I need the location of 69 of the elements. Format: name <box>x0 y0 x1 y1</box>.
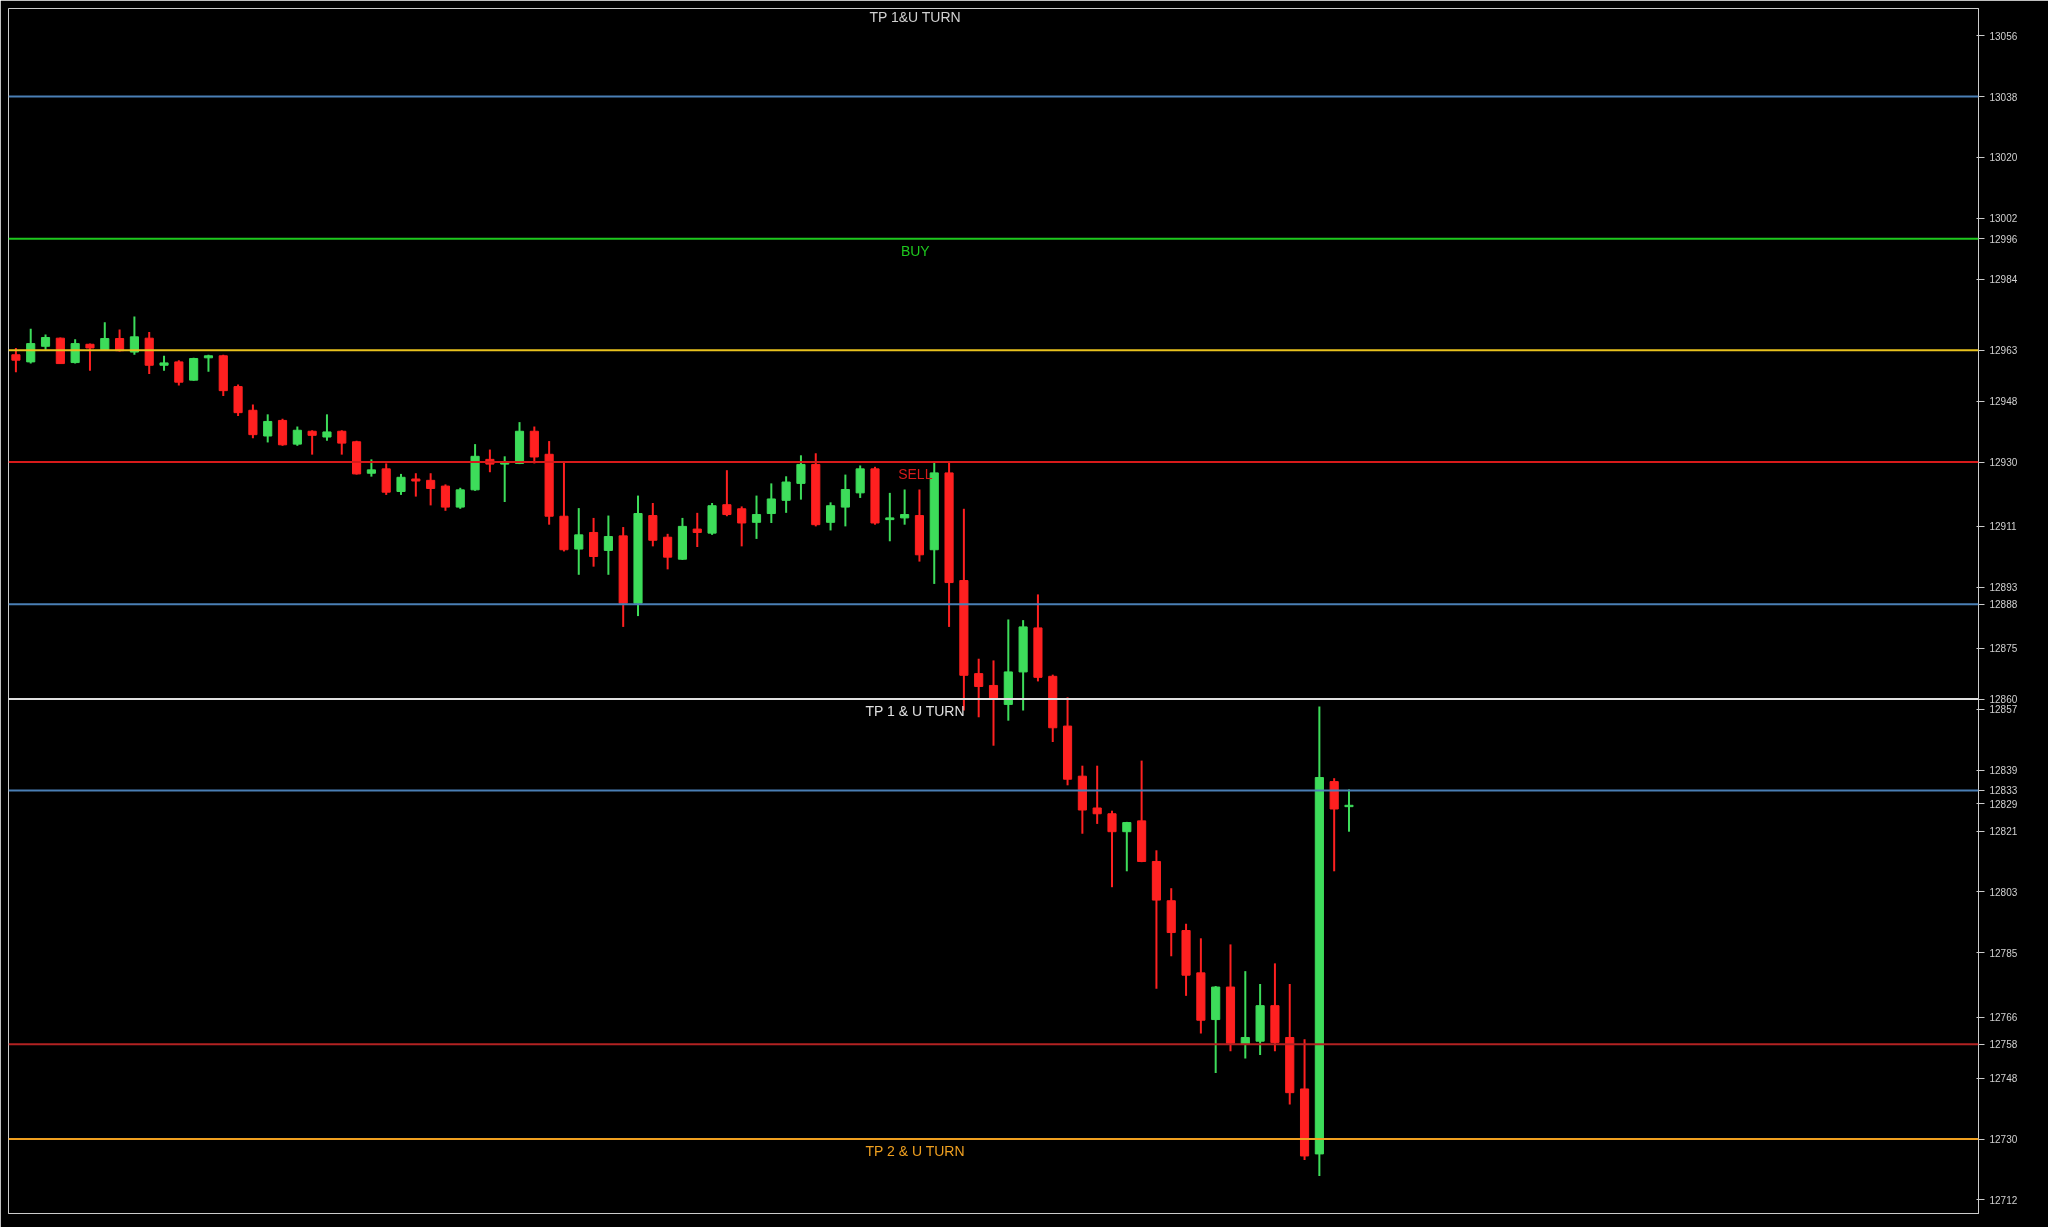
candlestick <box>396 472 406 496</box>
ref-line-label: TP 1 & U TURN <box>865 703 965 720</box>
candlestick <box>766 482 776 524</box>
candlestick <box>603 514 613 576</box>
annotation: TP 1&U TURN <box>869 8 961 25</box>
candlestick <box>426 472 436 507</box>
y-tick-label: 12833 <box>1989 785 2018 797</box>
candlestick <box>574 507 584 576</box>
y-tick-label: 12857 <box>1989 704 2018 716</box>
candlestick <box>337 429 347 456</box>
candlestick <box>825 501 836 532</box>
y-tick-label: 13020 <box>1989 152 2018 164</box>
candlestick <box>737 505 747 548</box>
y-tick-label: 12803 <box>1989 886 2018 898</box>
y-tick-label: 12839 <box>1989 765 2018 777</box>
candlestick <box>381 462 391 496</box>
candlestick <box>781 475 791 514</box>
y-tick-label: 12930 <box>1989 457 2018 469</box>
y-tick-label: 12893 <box>1989 582 2018 594</box>
candlestick <box>26 327 36 365</box>
candlestick <box>263 413 273 444</box>
candlestick <box>322 413 332 442</box>
y-tick-label: 13002 <box>1989 213 2018 225</box>
candlestick <box>174 359 184 387</box>
candlestick <box>692 511 702 549</box>
candlestick <box>751 494 762 540</box>
candlestick <box>1092 764 1102 825</box>
y-tick-label: 12758 <box>1989 1039 2018 1051</box>
candlestick <box>722 469 732 518</box>
candlestick <box>411 472 421 498</box>
candlestick <box>70 338 80 365</box>
y-tick-label: 12712 <box>1989 1194 2018 1206</box>
candlestick <box>663 532 673 571</box>
y-tick-label: 12730 <box>1989 1134 2018 1146</box>
y-tick-label: 12911 <box>1989 521 2017 533</box>
candlestick <box>1344 788 1354 833</box>
candlestick <box>307 429 317 456</box>
y-tick-label: 12860 <box>1989 694 2018 706</box>
y-tick-label: 12785 <box>1989 947 2018 959</box>
candlestick <box>900 488 910 526</box>
candlestick <box>885 491 895 543</box>
y-tick-label: 12888 <box>1989 599 2018 611</box>
candlestick <box>988 659 999 747</box>
candlestick <box>11 347 21 374</box>
y-tick-label: 12996 <box>1989 233 2018 245</box>
y-tick-label: 12963 <box>1989 345 2018 357</box>
candlestick <box>440 483 451 512</box>
candlestick <box>85 342 95 372</box>
ref-line-label: TP 2 & U TURN <box>865 1143 965 1160</box>
y-tick-label: 12984 <box>1989 274 2018 286</box>
candlestick <box>100 321 110 352</box>
ref-line-label: SELL <box>898 466 933 483</box>
y-tick-label: 12748 <box>1989 1073 2018 1085</box>
y-tick-label: 13038 <box>1989 91 2018 103</box>
y-tick-label: 13056 <box>1989 30 2018 42</box>
candlestick <box>974 657 984 719</box>
y-tick-label: 12766 <box>1989 1012 2018 1024</box>
candlestick <box>455 486 465 510</box>
candlestick <box>840 473 850 528</box>
y-tick-label: 12875 <box>1989 643 2018 655</box>
y-tick-label: 12829 <box>1989 798 2018 810</box>
candlestick <box>796 454 806 501</box>
candlestick <box>292 425 302 447</box>
candlestick <box>129 315 139 356</box>
candlestick <box>1122 820 1132 873</box>
y-tick-label: 12948 <box>1989 396 2018 408</box>
ref-line-label: BUY <box>900 242 931 259</box>
y-tick-label: 12821 <box>1989 826 2018 838</box>
candlestick <box>1107 809 1117 889</box>
